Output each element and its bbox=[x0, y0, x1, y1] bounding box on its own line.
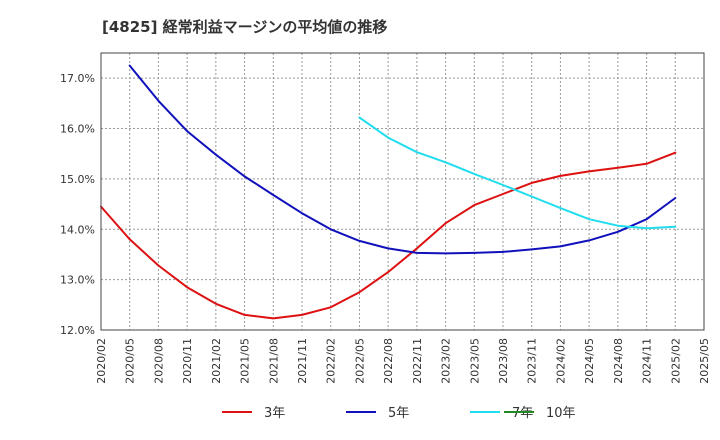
series-line bbox=[128, 64, 677, 255]
x-tick-label: 2021/08 bbox=[267, 338, 280, 384]
x-tick-label: 2023/08 bbox=[497, 338, 510, 384]
y-tick-label: 14.0% bbox=[60, 223, 95, 236]
x-tick-label: 2025/02 bbox=[669, 338, 682, 384]
x-tick-label: 2023/02 bbox=[440, 338, 453, 384]
x-tick-label: 2024/08 bbox=[612, 338, 625, 384]
series-line bbox=[358, 116, 677, 230]
x-tick-label: 2023/11 bbox=[526, 338, 539, 384]
y-tick-label: 17.0% bbox=[60, 72, 95, 85]
legend-label: 10年 bbox=[546, 406, 576, 421]
y-tick-label: 15.0% bbox=[60, 173, 95, 186]
y-tick-label: 16.0% bbox=[60, 123, 95, 136]
legend-label: 7年 bbox=[512, 406, 533, 421]
x-tick-label: 2022/02 bbox=[325, 338, 338, 384]
y-axis-ticks: 12.0% 13.0% 14.0% 15.0% 16.0% 17.0% bbox=[60, 72, 95, 337]
x-tick-label: 2021/02 bbox=[210, 338, 223, 384]
x-tick-label: 2023/05 bbox=[468, 338, 481, 384]
x-tick-label: 2020/11 bbox=[181, 338, 194, 384]
x-tick-label: 2024/05 bbox=[583, 338, 596, 384]
legend-label: 5年 bbox=[388, 406, 409, 421]
x-tick-label: 2022/08 bbox=[382, 338, 395, 384]
x-tick-label: 2025/05 bbox=[698, 338, 711, 384]
x-tick-label: 2024/11 bbox=[641, 338, 654, 384]
x-tick-label: 2022/11 bbox=[411, 338, 424, 384]
y-tick-label: 13.0% bbox=[60, 274, 95, 287]
x-tick-label: 2021/05 bbox=[239, 338, 252, 384]
y-tick-label: 12.0% bbox=[60, 324, 95, 337]
x-tick-label: 2021/11 bbox=[296, 338, 309, 384]
legend: 3年 5年 7年 10年 bbox=[222, 406, 576, 421]
x-axis-ticks: 2020/02 2020/05 2020/08 2020/11 2021/02 2021/… bbox=[95, 338, 711, 384]
series-lines bbox=[100, 64, 677, 320]
x-tick-label: 2022/05 bbox=[353, 338, 366, 384]
x-tick-label: 2020/05 bbox=[124, 338, 137, 384]
x-tick-label: 2024/02 bbox=[554, 338, 567, 384]
series-line bbox=[100, 151, 677, 320]
x-tick-label: 2020/08 bbox=[152, 338, 165, 384]
plot-area bbox=[101, 53, 704, 330]
plot-border bbox=[100, 52, 705, 331]
x-tick-label: 2020/02 bbox=[95, 338, 108, 384]
chart-title: [4825] 経常利益マージンの平均値の推移 bbox=[102, 18, 388, 36]
legend-label: 3年 bbox=[264, 406, 285, 421]
